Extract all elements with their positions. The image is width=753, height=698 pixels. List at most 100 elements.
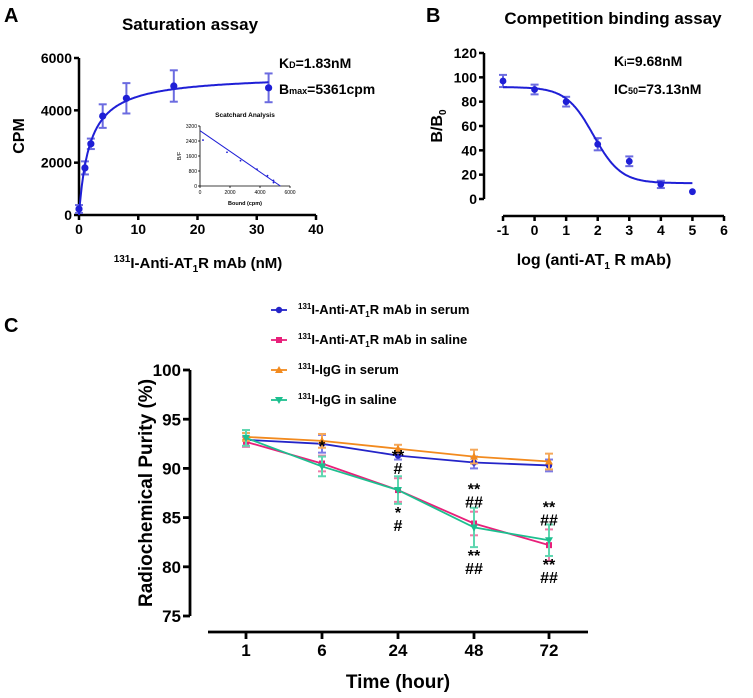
chart-a-y-tick-label: 4000 bbox=[41, 102, 72, 118]
legend-label: 131I-Anti-AT1R mAb in serum bbox=[298, 302, 469, 319]
significance-mark: # bbox=[394, 518, 403, 535]
chart-b-ic50: IC50=73.13nM bbox=[614, 81, 701, 97]
inset-ylabel: B/F bbox=[177, 151, 183, 160]
chart-a-y-tick-label: 0 bbox=[64, 207, 72, 223]
chart-b-point bbox=[531, 86, 538, 93]
chart-b-y-tick-label: 20 bbox=[461, 167, 477, 183]
chart-b-y-tick-label: 0 bbox=[469, 191, 477, 207]
chart-b-x-tick-label: 5 bbox=[689, 222, 697, 238]
chart-b-y-tick-label: 80 bbox=[461, 94, 477, 110]
significance-mark: ## bbox=[540, 570, 558, 587]
significance-mark: ## bbox=[465, 495, 483, 512]
chart-b-y-tick-label: 100 bbox=[454, 69, 478, 85]
chart-b-x-tick-label: 0 bbox=[531, 222, 539, 238]
chart-a-kd: KD=1.83nM bbox=[279, 55, 351, 71]
legend-marker bbox=[275, 306, 283, 314]
chart-c-point bbox=[318, 436, 326, 444]
chart-c-x-tick-label: 72 bbox=[540, 641, 559, 660]
inset-point bbox=[272, 179, 275, 182]
significance-mark: ** bbox=[543, 499, 556, 516]
significance-mark: # bbox=[394, 461, 403, 478]
chart-c-point bbox=[394, 487, 402, 495]
chart-c-x-tick-label: 24 bbox=[389, 641, 408, 660]
inset-y-tick-label: 800 bbox=[189, 169, 198, 175]
chart-c-y-tick-label: 95 bbox=[162, 410, 181, 429]
chart-c-y-tick-label: 80 bbox=[162, 558, 181, 577]
inset-x-tick-label: 6000 bbox=[284, 190, 295, 196]
chart-a-x-tick-label: 30 bbox=[249, 221, 265, 237]
chart-a-title: Saturation assay bbox=[122, 15, 259, 34]
inset-y-tick-label: 1600 bbox=[186, 154, 197, 160]
inset-xlabel: Bound (cpm) bbox=[228, 201, 262, 207]
chart-c-point bbox=[242, 434, 250, 442]
chart-b-title: Competition binding assay bbox=[504, 9, 722, 28]
inset-fit-line bbox=[199, 130, 281, 187]
chart-c-x-tick-label: 6 bbox=[317, 641, 326, 660]
inset-y-tick-label: 3200 bbox=[186, 124, 197, 130]
chart-a-ylabel: CPM bbox=[11, 118, 28, 154]
chart-a-point bbox=[99, 112, 107, 120]
significance-mark: * bbox=[319, 439, 326, 456]
chart-a-x-tick-label: 40 bbox=[308, 221, 324, 237]
chart-c-ylabel: Radiochemical Purity (%) bbox=[136, 379, 157, 607]
inset-point bbox=[266, 174, 269, 177]
chart-a-x-tick-label: 10 bbox=[130, 221, 146, 237]
inset-point bbox=[239, 159, 242, 162]
chart-c-y-tick-label: 90 bbox=[162, 460, 181, 479]
significance-mark: ** bbox=[392, 448, 405, 465]
significance-mark: ** bbox=[468, 482, 481, 499]
chart-b-xlabel: log (anti-AT1 R mAb) bbox=[517, 252, 672, 272]
chart-c-point bbox=[394, 444, 402, 452]
legend-label: 131I-IgG in saline bbox=[298, 392, 397, 407]
inset-x-tick-label: 2000 bbox=[224, 190, 235, 196]
chart-a-y-tick-label: 2000 bbox=[41, 155, 72, 171]
chart-b-point bbox=[594, 140, 602, 148]
chart-c-point bbox=[470, 452, 478, 460]
chart-b-point bbox=[689, 188, 696, 196]
inset-y-tick-label: 0 bbox=[194, 184, 197, 190]
chart-c-y-tick-label: 85 bbox=[162, 509, 181, 528]
significance-mark: * bbox=[395, 505, 402, 522]
chart-b-y-tick-label: 40 bbox=[461, 142, 477, 158]
chart-c-point bbox=[394, 452, 402, 459]
chart-a-point bbox=[75, 205, 83, 213]
chart-b-y-tick-label: 120 bbox=[454, 45, 478, 61]
chart-c-point bbox=[318, 463, 326, 471]
inset-y-tick-label: 2400 bbox=[186, 139, 197, 145]
chart-b-ylabel: B/B0 bbox=[429, 109, 449, 143]
chart-b-point bbox=[657, 181, 665, 188]
chart-c-y-tick-label: 100 bbox=[153, 361, 181, 380]
chart-a-point bbox=[265, 84, 273, 92]
chart-b-x-tick-label: 2 bbox=[594, 222, 602, 238]
inset-point bbox=[202, 139, 204, 141]
chart-b-point bbox=[562, 98, 570, 106]
significance-mark: ## bbox=[465, 561, 483, 578]
chart-c-point bbox=[545, 457, 553, 465]
chart-c-x-tick-label: 1 bbox=[241, 641, 250, 660]
chart-a-xlabel: 131I-Anti-AT1R mAb (nM) bbox=[114, 254, 283, 275]
chart-b-x-tick-label: 1 bbox=[562, 222, 570, 238]
chart-c-point bbox=[470, 524, 478, 532]
chart-c-point bbox=[545, 537, 553, 545]
chart-a-x-tick-label: 0 bbox=[75, 221, 83, 237]
chart-a-point bbox=[87, 140, 95, 148]
inset-title: Scatchard Analysis bbox=[215, 112, 275, 119]
inset-point bbox=[272, 181, 275, 184]
significance-mark: ## bbox=[540, 512, 558, 529]
chart-b-x-tick-label: 3 bbox=[625, 222, 633, 238]
panel-label-b: B bbox=[426, 5, 440, 27]
chart-b-point bbox=[499, 77, 507, 85]
chart-a-x-tick-label: 20 bbox=[190, 221, 206, 237]
chart-b-ki: Ki=9.68nM bbox=[614, 53, 682, 69]
chart-b-y-tick-label: 60 bbox=[461, 118, 477, 134]
inset-x-tick-label: 4000 bbox=[254, 190, 265, 196]
chart-c-legend: 131I-Anti-AT1R mAb in serum 131I-Anti-AT… bbox=[298, 302, 469, 407]
legend-label: 131I-IgG in serum bbox=[298, 362, 399, 377]
chart-a-y-tick-label: 6000 bbox=[41, 50, 72, 66]
panel-label-c: C bbox=[4, 315, 18, 337]
chart-a-point bbox=[81, 164, 89, 172]
chart-b-x-tick-label: 4 bbox=[657, 222, 665, 238]
chart-c-x-tick-label: 48 bbox=[465, 641, 484, 660]
inset-x-tick-label: 0 bbox=[199, 190, 202, 196]
